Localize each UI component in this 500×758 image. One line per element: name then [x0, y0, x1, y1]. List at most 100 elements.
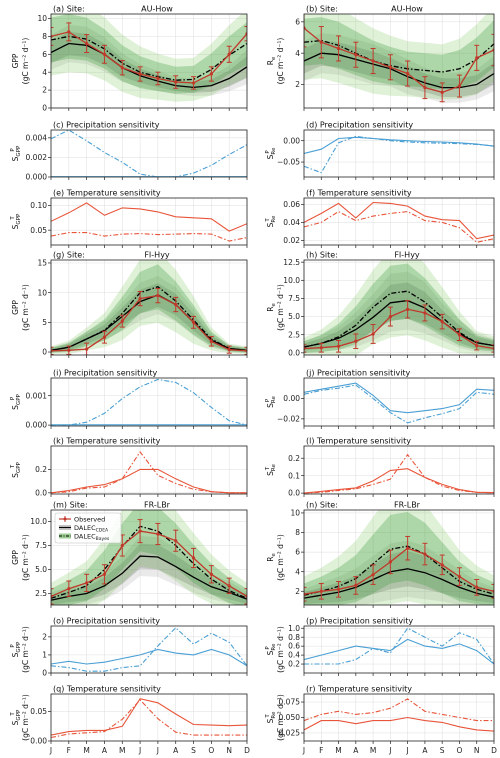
y-label-sup: T — [265, 466, 271, 471]
y-label-main: GPP — [11, 550, 20, 565]
y-tick-label: 0.06 — [283, 200, 300, 209]
y-label-sub: Re — [271, 147, 277, 155]
axes-frame — [50, 445, 248, 495]
y-tick-label: 0.002 — [26, 153, 48, 162]
panel-i: 0.000 0.001 (i) Precipitation sensitivity S… — [10, 369, 248, 430]
series-line-dashdot — [304, 453, 494, 494]
legend-bayes-sub: Bayes — [96, 536, 110, 542]
legend-cdea-label: DALECCDEA — [74, 524, 109, 534]
observed-point — [371, 573, 375, 577]
panel-title: (n) Site: — [306, 501, 338, 510]
y-axis-label: SReP — [265, 396, 277, 408]
y-tick-label: 2 — [295, 80, 300, 89]
axes-frame — [50, 693, 248, 742]
y-tick-label: 5 — [42, 318, 47, 327]
observed-point — [102, 52, 107, 56]
plot-area-k — [51, 450, 247, 494]
y-label-main: S — [11, 156, 20, 161]
observed-point — [440, 320, 444, 324]
site-name: AU-How — [141, 5, 173, 14]
panel-title: (h) Site: — [306, 251, 338, 260]
panel-title: (p) Precipitation sensitivity — [306, 617, 413, 626]
y-tick-label: 2 — [42, 632, 47, 641]
x-tick-label: J — [406, 746, 409, 755]
observed-point — [138, 72, 142, 76]
series-line-dashdot — [51, 378, 247, 426]
y-tick-label: 0.6 — [288, 642, 300, 651]
site-name: FR-LBr — [144, 501, 171, 510]
y-label-sub: GPP — [16, 393, 22, 405]
observed-point — [475, 56, 479, 60]
y-label-sub: e — [271, 303, 277, 307]
observed-point — [191, 320, 196, 324]
observed-point — [209, 339, 213, 343]
axes-frame — [50, 259, 248, 356]
y-tick-label: 2 — [42, 86, 47, 95]
y-tick-label: 10 — [37, 288, 47, 297]
y-label-main: S — [266, 718, 275, 723]
y-axis-label: GPP — [11, 53, 20, 68]
y-label-sub: GPP — [16, 641, 22, 653]
observed-point — [475, 343, 479, 348]
observed-point — [319, 346, 323, 350]
bayes-band-inner — [51, 264, 247, 353]
axes-frame — [303, 509, 495, 606]
y-tick-label: 0 — [42, 104, 47, 113]
series-line-solid — [51, 698, 247, 736]
observed-point — [102, 572, 107, 576]
x-tick-label: M — [119, 746, 125, 755]
y-tick-label: −0.05 — [277, 158, 300, 167]
observed-point — [138, 529, 142, 533]
y-axis-label: Re — [266, 303, 277, 312]
observed-point — [388, 314, 392, 319]
y-tick-label: 8 — [42, 32, 47, 41]
y-label-sup: P — [265, 150, 271, 154]
panel-title: (e) Temperature sensitivity — [53, 189, 161, 198]
y-label-main: GPP — [11, 300, 20, 315]
y-label-sub: GPP — [16, 213, 22, 225]
observed-point — [120, 66, 124, 70]
panel-n: 2 4 6 8 10 (n) Site: FR-LBr Re (gC m⁻² d⁻¹) — [266, 501, 495, 608]
y-label-sub: e — [271, 553, 277, 557]
cdea-line — [304, 52, 494, 89]
y-axis-label: SReT — [265, 464, 277, 476]
y-label-sub: GPP — [16, 145, 22, 157]
y-tick-label: 7.5 — [288, 294, 300, 303]
y-axis-unit: (gC m⁻² d⁻¹) — [276, 38, 285, 85]
y-axis-label: SGPPP — [10, 145, 22, 161]
y-axis-unit: (gC m⁻² d⁻¹) — [276, 694, 285, 741]
plot-area-d — [304, 135, 494, 174]
observed-point — [354, 583, 358, 588]
y-label-sup: P — [265, 398, 271, 402]
observed-point — [191, 81, 196, 85]
observed-point — [388, 65, 392, 69]
panel-j: −0.02 0.00 (j) Precipitation sensitivity SR… — [265, 369, 495, 429]
y-tick-label: 6 — [295, 548, 300, 557]
observed-point — [423, 311, 427, 315]
series-line-solid — [304, 136, 494, 155]
y-tick-label: 2.5 — [35, 589, 47, 598]
y-tick-label: 0.0 — [288, 348, 300, 357]
plot-area-e — [51, 202, 247, 242]
observed-point — [85, 41, 89, 46]
observed-point — [354, 53, 358, 57]
axes-frame — [50, 509, 248, 606]
observed-point — [227, 348, 231, 352]
observed-point — [209, 572, 213, 576]
observed-point — [371, 332, 375, 336]
observed-point — [85, 581, 89, 585]
y-axis-label: GPP — [11, 300, 20, 315]
x-tick-label: J — [302, 746, 305, 755]
y-tick-label: 0.001 — [26, 391, 48, 400]
panel-g: 0 5 10 15 (g) Site: FI-Hyy GPP (gC m⁻² d⁻¹) — [11, 251, 248, 358]
bayes-band-outer — [51, 510, 247, 605]
y-tick-label: 6 — [295, 17, 300, 26]
y-label-sup: T — [10, 464, 16, 469]
series-line-dashdot — [304, 384, 494, 424]
y-tick-label: 12.5 — [283, 258, 300, 267]
plot-area-f — [304, 201, 494, 243]
y-axis-label: Re — [266, 56, 277, 65]
y-label-sup: T — [265, 714, 271, 719]
y-tick-label: 1.0 — [288, 624, 300, 633]
observed-point — [406, 71, 410, 76]
